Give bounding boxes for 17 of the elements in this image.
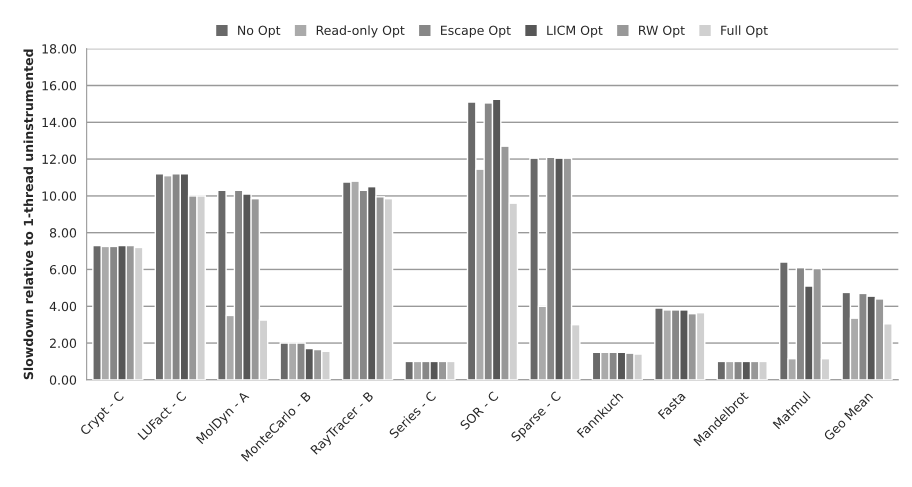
y-tick-label: 18.00 bbox=[42, 44, 76, 54]
y-tick-label: 14.00 bbox=[42, 118, 76, 128]
legend-label: Escape Opt bbox=[441, 26, 511, 38]
y-tick-label: 10.00 bbox=[42, 191, 76, 201]
legend-label: Full Opt bbox=[721, 25, 768, 38]
y-axis-title: Slowdown relative to 1-thread uninstrumented bbox=[23, 49, 34, 380]
y-tick-label: 12.00 bbox=[42, 154, 76, 164]
y-tick-label: 8.00 bbox=[50, 228, 76, 238]
y-tick-label: 2.00 bbox=[50, 338, 76, 348]
legend-label: RW Opt bbox=[639, 26, 685, 38]
y-tick-label: 0.00 bbox=[50, 375, 76, 385]
legend-label: Read-only Opt bbox=[316, 25, 404, 38]
y-tick-label: 4.00 bbox=[50, 302, 76, 312]
legend-label: No Opt bbox=[238, 26, 280, 38]
legend-label: LICM Opt bbox=[547, 26, 603, 38]
y-tick-label: 6.00 bbox=[50, 264, 76, 274]
y-tick-label: 16.00 bbox=[42, 80, 76, 90]
